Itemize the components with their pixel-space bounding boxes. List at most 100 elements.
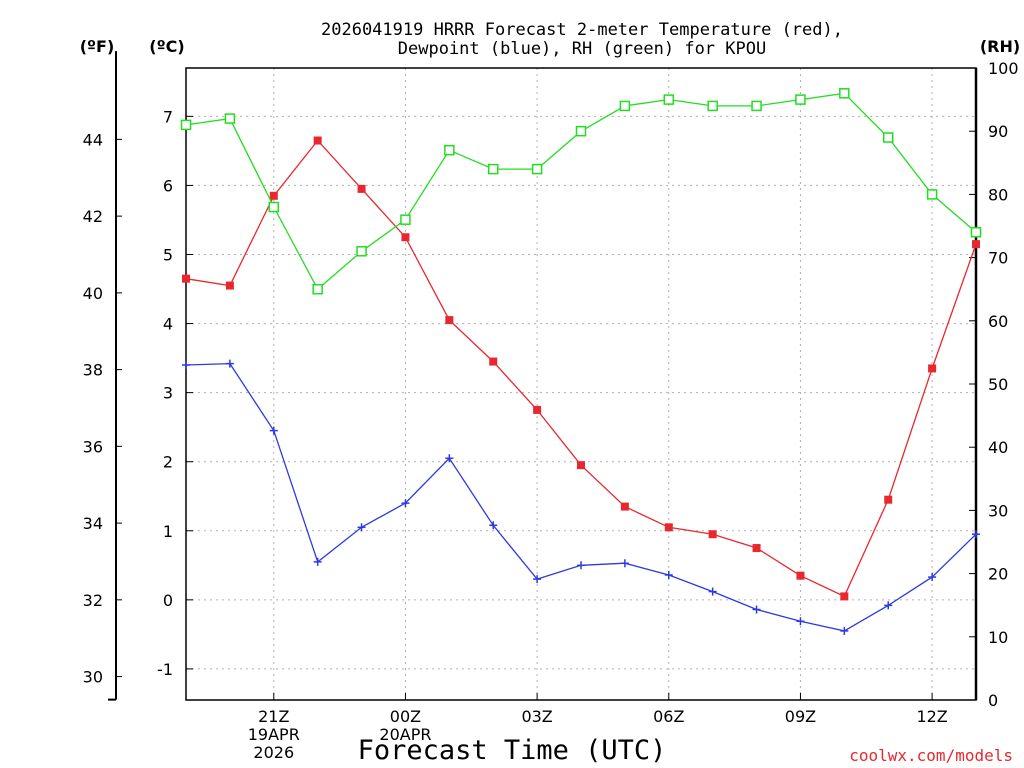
rh-point [487,163,499,175]
rh-tick-label: 90 [988,122,1008,141]
dewpoint-point [752,605,761,614]
x-tick-label: 00Z [390,707,421,726]
rh-tick-label: 70 [988,249,1008,268]
temperature-point [708,530,717,539]
chart-title-line-1: 2026041919 HRRR Forecast 2-meter Tempera… [321,20,843,40]
temperature-point [664,523,673,532]
fahrenheit-tick-label: 34 [83,514,103,533]
rh-point [312,283,323,295]
series-dewpoint [182,359,980,635]
x-tick-label: 2026 [253,743,294,762]
dewpoint-point [708,587,717,596]
fahrenheit-tick-label: 44 [83,130,103,149]
celsius-tick-label: 4 [163,315,173,334]
celsius-axis-label: (ºC) [149,37,184,56]
rh-point [356,246,367,257]
dewpoint-point [577,561,585,570]
dewpoint-point [269,426,278,435]
dewpoint-point [796,617,805,626]
dewpoint-point [664,570,673,579]
rh-line [185,92,977,291]
x-tick-label: 21Z [258,707,289,726]
temperature-point [796,571,805,580]
rh-tick-label: 50 [988,375,1008,394]
x-tick-label: 06Z [653,707,684,726]
series-group [180,88,982,635]
fahrenheit-tick-label: 30 [83,668,103,687]
fahrenheit-tick-label: 32 [83,591,103,610]
dewpoint-point [357,523,366,532]
rh-point [882,132,894,143]
axes: 3032343638404244-10123456701020304050607… [83,51,1019,762]
temperature-point [620,502,629,511]
dewpoint-point [313,557,322,566]
fahrenheit-tick-label: 40 [83,284,103,303]
rh-point [839,88,850,99]
rh-tick-label: 80 [988,185,1008,204]
fahrenheit-tick-label: 38 [83,361,103,380]
dewpoint-point [840,626,849,635]
celsius-tick-label: 6 [163,176,173,195]
fahrenheit-tick-label: 42 [83,207,103,226]
celsius-tick-label: 2 [163,453,173,472]
dewpoint-point [884,601,893,610]
grid [186,68,976,700]
x-tick-label: 12Z [916,707,947,726]
rh-point [970,227,982,238]
temperature-line [185,139,977,598]
credit-text[interactable]: coolwx.com/models [849,746,1013,765]
temperature-point [269,191,278,200]
series-rh [180,88,982,295]
rh-point [224,113,236,124]
dewpoint-point [972,530,980,539]
rh-point [444,144,455,156]
chart-title-line-2: Dewpoint (blue), RH (green) for KPOU [398,39,766,59]
rh-point [663,94,675,105]
rh-point [619,100,631,112]
dewpoint-point [182,361,190,370]
rh-point [531,163,543,175]
rh-point [926,189,938,200]
rh-tick-label: 20 [988,565,1008,584]
temperature-point [489,357,498,366]
rh-point [268,201,280,213]
dewpoint-point [620,559,629,568]
dewpoint-line [185,362,977,632]
dewpoint-point [489,521,498,530]
celsius-tick-label: 5 [163,245,173,264]
x-tick-label: 19APR [248,725,300,744]
plot-frame [185,67,977,701]
temperature-point [357,184,366,193]
dewpoint-point [401,499,410,508]
fahrenheit-tick-label: 36 [83,437,103,456]
rh-point [180,119,192,131]
temperature-point [840,592,849,601]
temperature-point [884,495,893,504]
dewpoint-point [445,454,454,463]
temperature-point [313,136,322,145]
rh-point [707,100,718,112]
dewpoint-point [533,575,542,584]
temperature-point [928,364,937,373]
temperature-point [182,274,190,283]
temperature-point [533,405,542,414]
temperature-point [577,461,585,470]
series-temperature [182,136,980,601]
celsius-tick-label: 3 [163,384,173,403]
rh-tick-label: 100 [988,59,1019,78]
rh-point [795,94,806,105]
rh-tick-label: 40 [988,438,1008,457]
rh-tick-label: 60 [988,312,1008,331]
fahrenheit-axis-label: (ºF) [80,37,115,56]
rh-point [575,125,587,137]
dewpoint-point [928,573,937,582]
dewpoint-point [225,359,234,368]
rh-tick-label: 10 [988,628,1008,647]
x-tick-label: 20APR [379,725,431,744]
rh-axis-label: (RH) [980,37,1020,56]
rh-tick-label: 0 [988,691,998,710]
temperature-point [752,544,761,553]
temperature-point [401,233,410,242]
celsius-tick-label: 0 [163,591,173,610]
